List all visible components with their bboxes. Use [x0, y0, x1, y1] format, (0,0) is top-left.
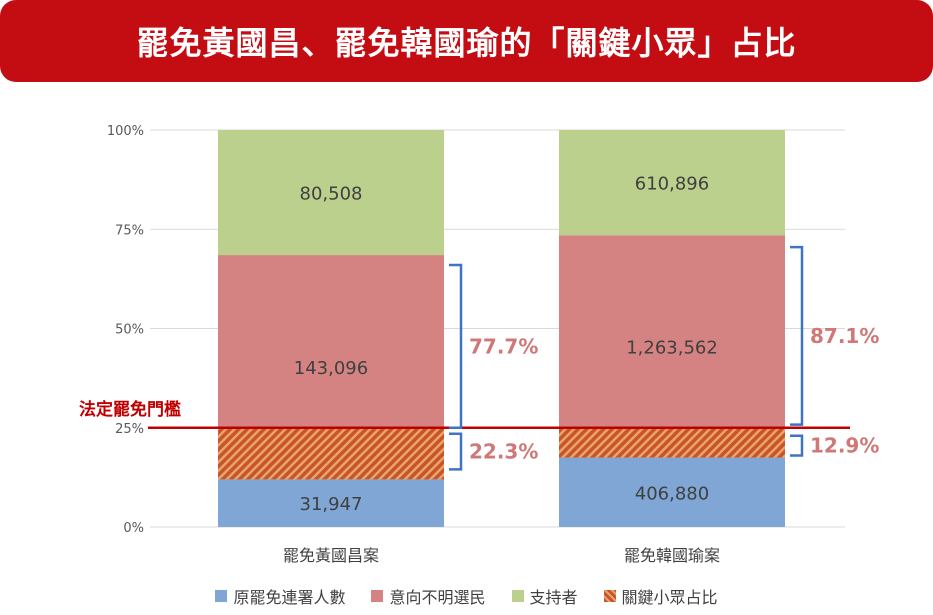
data-label: 143,096 [294, 358, 368, 379]
legend-item-signatures: 原罷免連署人數 [215, 584, 345, 608]
legend-swatch-supporters [511, 590, 524, 602]
data-label: 31,947 [300, 494, 363, 515]
bar-segment-undecided [559, 235, 785, 458]
bar-segment-key-minority [559, 427, 785, 458]
legend-label: 支持者 [529, 588, 578, 607]
data-label: 406,880 [635, 483, 709, 504]
legend-item-undecided: 意向不明選民 [371, 584, 486, 608]
bar-segment-signatures [559, 457, 785, 527]
legend-swatch-undecided [371, 590, 384, 602]
percent-label-upper: 77.7% [469, 334, 538, 358]
bracket-upper [449, 263, 463, 429]
bar-segment-supporters [218, 130, 444, 256]
stacked-bar-chart: 0% 25% 50% 75% 100% 31,947 143,096 80,508 罷免黃國昌案… [79, 124, 879, 565]
percent-label-upper: 87.1% [810, 324, 879, 348]
y-tick-label: 75% [115, 223, 144, 238]
chart-title: 罷免黃國昌、罷免韓國瑜的「關鍵小眾」占比 [136, 24, 797, 62]
percent-label-lower: 22.3% [469, 440, 538, 464]
data-label: 1,263,562 [626, 337, 718, 358]
title-banner: 罷免黃國昌、罷免韓國瑜的「關鍵小眾」占比 [0, 0, 933, 82]
y-tick-label: 25% [115, 422, 144, 437]
x-category-label: 罷免韓國瑜案 [624, 546, 720, 565]
legend-label: 意向不明選民 [389, 588, 486, 607]
bar-segment-key-minority [218, 427, 444, 480]
bar-segment-supporters [559, 130, 785, 236]
bar-segment-signatures [218, 479, 444, 527]
percent-label-lower: 12.9% [810, 434, 879, 458]
y-tick-label: 50% [115, 323, 144, 338]
legend-label: 原罷免連署人數 [233, 588, 346, 607]
bracket-lower [449, 432, 463, 471]
bracket-lower [790, 434, 804, 457]
legend-label: 關鍵小眾占比 [621, 588, 718, 607]
legend-swatch-signatures [215, 590, 228, 602]
data-label: 610,896 [635, 174, 709, 195]
legend-item-key-minority: 關鍵小眾占比 [603, 584, 718, 608]
bracket-upper [790, 245, 804, 426]
legend-swatch-key-minority [603, 590, 616, 602]
data-label: 80,508 [300, 184, 363, 205]
y-tick-label: 100% [107, 124, 144, 139]
x-category-label: 罷免黃國昌案 [283, 546, 379, 565]
y-tick-label: 0% [123, 521, 144, 536]
threshold-label: 法定罷免門檻 [79, 399, 181, 420]
legend: 原罷免連署人數 意向不明選民 支持者 關鍵小眾占比 [0, 584, 933, 608]
legend-item-supporters: 支持者 [511, 584, 578, 608]
